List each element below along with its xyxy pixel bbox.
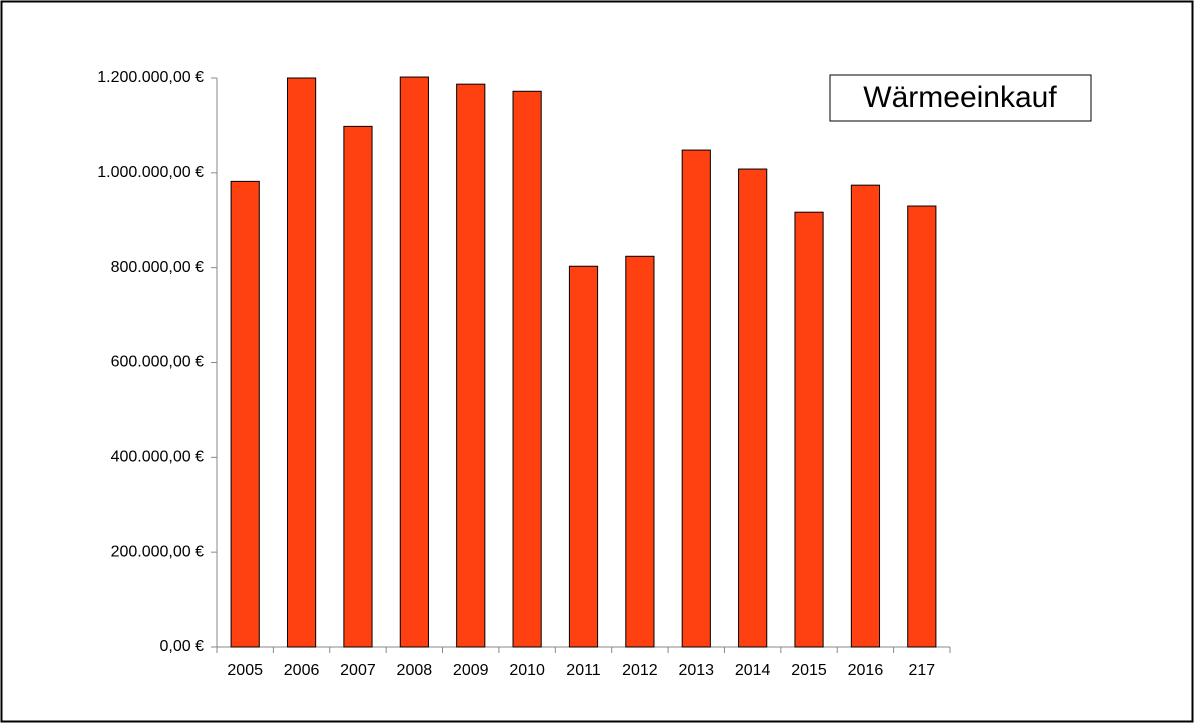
y-tick-label: 0,00 € [160, 638, 205, 655]
y-tick-label: 1.200.000,00 € [97, 69, 204, 86]
x-tick-label: 217 [908, 662, 935, 679]
bar [794, 211, 824, 648]
x-tick-label: 2012 [622, 662, 658, 679]
x-tick-label: 2013 [678, 662, 714, 679]
title-box [829, 74, 1092, 122]
bar [681, 149, 711, 648]
bar [456, 83, 486, 648]
x-tick-label: 2010 [509, 662, 545, 679]
bar [286, 77, 317, 648]
y-tick-label: 600.000,00 € [111, 354, 205, 371]
bar [512, 90, 542, 648]
bar [850, 184, 881, 648]
y-tick-label: 800.000,00 € [111, 259, 205, 276]
y-tick-label: 400.000,00 € [111, 449, 205, 466]
bar [343, 125, 373, 648]
y-tick-label: 1.000.000,00 € [97, 164, 204, 181]
y-tick-label: 200.000,00 € [111, 543, 205, 560]
x-tick-label: 2014 [735, 662, 771, 679]
x-tick-label: 2007 [340, 662, 376, 679]
bar [230, 180, 260, 648]
chart-title: Wärmeeinkauf [863, 81, 1057, 114]
x-tick-label: 2009 [453, 662, 489, 679]
x-tick-label: 2015 [791, 662, 827, 679]
bar [568, 265, 599, 648]
x-tick-label: 2008 [397, 662, 433, 679]
x-tick-label: 2006 [284, 662, 320, 679]
x-tick-label: 2016 [848, 662, 884, 679]
bar [399, 76, 429, 648]
x-tick-label: 2005 [227, 662, 263, 679]
bar [907, 205, 937, 648]
x-tick-label: 2011 [566, 662, 601, 679]
bar [738, 168, 768, 648]
bar [625, 255, 655, 648]
